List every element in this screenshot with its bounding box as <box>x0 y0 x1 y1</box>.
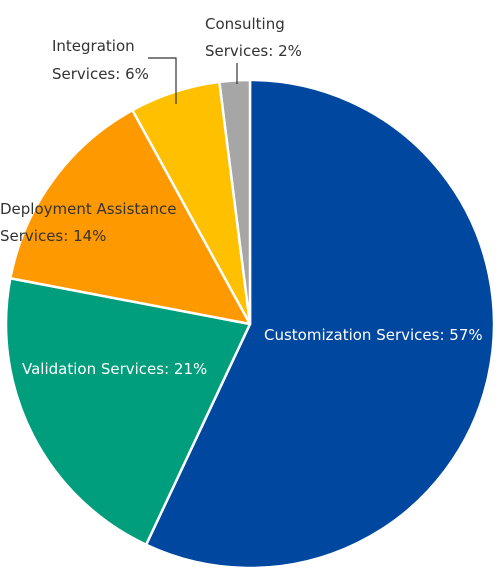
pie-label-line: Services: 6% <box>52 65 149 83</box>
pie-label-consulting-services: Consulting Services: 2% <box>205 15 302 60</box>
leader-line-integration-services <box>148 57 177 104</box>
pie-slice-consulting-services <box>218 78 252 326</box>
pie-label-validation-services: Validation Services: 21% <box>22 360 207 378</box>
pie-label-line: Services: 2% <box>205 42 302 60</box>
pie-label-line: Integration <box>52 37 135 55</box>
pie-label-line: Validation Services: 21% <box>22 360 207 378</box>
pie-label-line: Deployment Assistance <box>0 200 176 218</box>
pie-slice-validation-services <box>4 277 252 547</box>
pie-label-integration-services: Integration Services: 6% <box>52 37 149 83</box>
pie-slice-customization-services <box>144 78 496 570</box>
pie-slice-deployment-assistance-services <box>9 108 252 326</box>
pie-label-customization-services: Customization Services: 57% <box>264 326 483 344</box>
pie-label-line: Customization Services: 57% <box>264 326 483 344</box>
pie-label-line: Services: 14% <box>0 227 106 245</box>
pie-label-deployment-assistance-services: Deployment Assistance Services: 14% <box>0 200 176 245</box>
pie-label-line: Consulting <box>205 15 285 33</box>
